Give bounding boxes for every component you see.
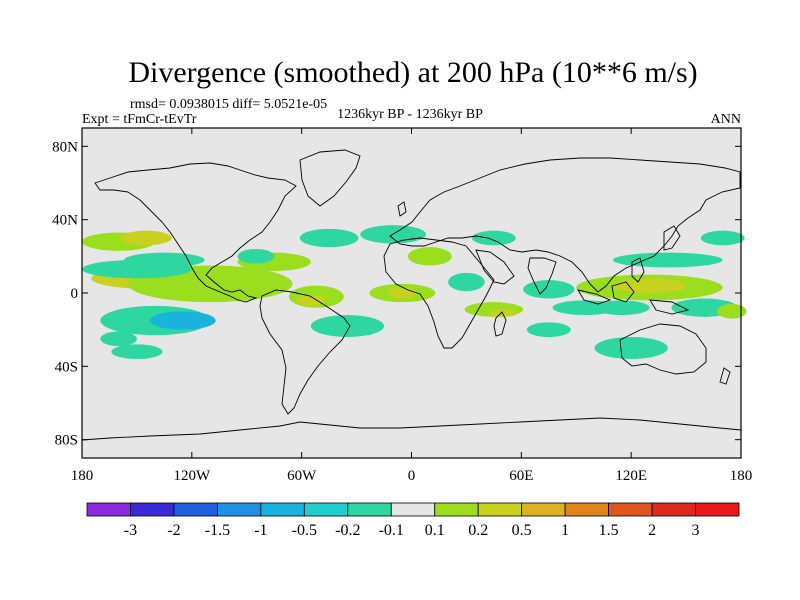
new-guinea-coast [649,299,690,315]
colorbar-swatch [130,502,175,517]
field-patch-20 [448,272,485,292]
colorbar-swatch [521,502,566,517]
colorbar-label: 0.5 [512,522,532,539]
field-patch-17 [407,247,452,266]
field-patch-21 [471,230,516,246]
x-tick-label: 60E [509,468,533,484]
field-patch-29 [612,252,723,268]
stats-line: rmsd= 0.0938015 diff= 5.0521e-05 [130,97,327,112]
colorbar-label: 1 [561,522,569,539]
colorbar: -3 -2 -1.5 -1 -0.5 -0.2 -0.1 0.1 0.2 0.5 1 1.5 2 3 [86,502,740,539]
new-zealand-coast [719,367,731,385]
colorbar-label: -0.5 [292,522,317,539]
field-patch-8 [100,331,137,347]
madagascar-coast [493,311,507,337]
field-patch-9 [111,344,163,359]
field-patch-34 [717,304,747,319]
colorbar-swatch [564,502,610,517]
arabia-coast [475,249,515,285]
field-patch-14 [310,315,385,337]
uk-coast [397,201,407,217]
field-patch-19 [387,287,417,299]
chart-title: Divergence (smoothed) at 200 hPa (10**6 … [128,56,697,89]
y-tick-label: 80S [55,433,78,449]
field-patch-3 [120,230,172,246]
y-tick-label: 40N [52,213,78,229]
colorbar-label: -1 [254,522,267,539]
colorbar-label: 1.5 [599,522,619,539]
colorbar-swatch [695,502,740,517]
north-america-coast [94,162,297,303]
india-coast [527,257,557,295]
season-label: ANN [711,112,741,127]
colorbar-swatch [347,502,392,517]
borneo-coast [611,281,635,303]
philippines-coast [631,257,645,283]
map-panel: 180 120W 60W 0 60E 120E 180 80N 40N 0 40S 80S [52,127,752,484]
y-tick-label: 80N [52,139,78,155]
field-patch-33 [700,230,745,246]
colorbar-swatch [434,502,479,517]
field-patch-13 [296,294,326,306]
colorbar-swatch [390,502,436,517]
field-patch-11 [237,249,275,264]
colorbar-label: -1.5 [205,522,230,539]
colorbar-swatch [86,502,131,517]
field-patch-32 [594,337,668,359]
colorbar-swatch [651,502,696,517]
colorbar-label: 2 [648,522,656,539]
x-tick-label: 180 [730,468,753,484]
axis-ticks: 180 120W 60W 0 60E 120E 180 80N 40N 0 40S 80S [52,128,752,484]
x-tick-label: 120W [173,468,211,484]
coastlines [81,149,742,441]
africa-coast [383,237,495,349]
antarctica-coast [81,417,742,441]
y-tick-label: 40S [55,359,78,375]
south-america-coast [259,289,351,415]
colorbar-label: -3 [124,522,137,539]
colorbar-swatch [477,502,523,517]
colorbar-swatch [608,502,653,517]
experiment-label: Expt = tFmCr-tEvTr [82,112,197,127]
indonesia-coast [577,289,612,305]
field-patch-15 [299,228,359,248]
x-tick-label: 60W [287,468,317,484]
field-patch-24 [523,280,575,299]
australia-coast [619,323,707,375]
x-tick-label: 180 [71,468,94,484]
field-patch-28 [612,278,687,293]
greenland-coast [299,149,361,207]
colorbar-swatch [216,502,262,517]
colorbar-label: -2 [167,522,180,539]
japan-coast [663,225,681,251]
field-patch-7 [149,311,216,330]
colorbar-label: 0.1 [425,522,445,539]
colorbar-label: 0.2 [468,522,488,539]
field-patch-26 [526,322,571,337]
y-tick-label: 0 [71,286,79,302]
colorbar-label: 3 [692,522,700,539]
eurasia-coast [389,157,741,293]
field-patch-30 [594,300,650,315]
x-tick-label: 0 [408,468,416,484]
colorbar-swatch [173,502,218,517]
colorbar-swatch [260,502,305,517]
divergence-fields [82,225,747,359]
period-label: 1236kyr BP - 1236kyr BP [337,107,483,122]
x-tick-label: 120E [615,468,647,484]
colorbar-label: -0.1 [379,522,404,539]
colorbar-label: -0.2 [335,522,360,539]
field-patch-5 [124,252,205,268]
colorbar-swatch [303,502,349,517]
